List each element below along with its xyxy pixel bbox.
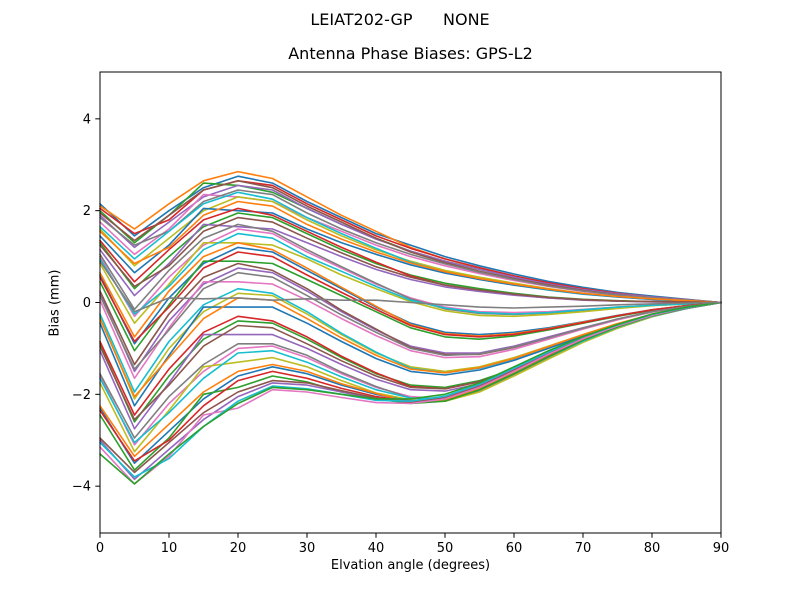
series-line <box>99 301 722 485</box>
y-tick-label: −4 <box>72 480 91 495</box>
y-tick-label: −2 <box>72 388 91 403</box>
x-tick-label: 40 <box>368 541 385 556</box>
y-axis-label: Bias (mm) <box>47 269 63 337</box>
x-tick-label: 60 <box>506 541 523 556</box>
series-line <box>99 175 722 304</box>
series-line <box>99 301 722 453</box>
x-tick-label: 10 <box>161 541 178 556</box>
series-line <box>99 301 722 465</box>
x-tick-label: 80 <box>644 541 661 556</box>
series-line <box>99 242 722 325</box>
series-line <box>99 189 722 304</box>
series-line <box>99 301 722 481</box>
axes-title: Antenna Phase Biases: GPS-L2 <box>288 44 533 63</box>
series-line <box>99 184 722 304</box>
series-line <box>99 301 722 485</box>
x-axis-label: Elvation angle (degrees) <box>330 558 491 573</box>
y-tick-label: 4 <box>83 112 91 127</box>
series-line <box>99 260 722 313</box>
figure-suptitle: LEIAT202-GP NONE <box>310 10 490 29</box>
series-line <box>99 297 722 398</box>
series-line <box>99 267 722 373</box>
x-tick-label: 70 <box>575 541 592 556</box>
x-tick-label: 50 <box>437 541 454 556</box>
series-line <box>99 280 722 380</box>
series-line <box>99 232 722 315</box>
series-line <box>99 200 722 304</box>
x-tick-label: 20 <box>230 541 247 556</box>
y-tick-label: 0 <box>83 296 91 311</box>
x-tick-label: 0 <box>96 541 104 556</box>
series-line <box>99 271 722 370</box>
series-line <box>99 216 722 304</box>
x-tick-label: 90 <box>713 541 730 556</box>
series-line <box>99 251 722 343</box>
x-tick-label: 30 <box>299 541 316 556</box>
series-line <box>99 182 722 304</box>
y-tick-label: 2 <box>83 204 91 219</box>
